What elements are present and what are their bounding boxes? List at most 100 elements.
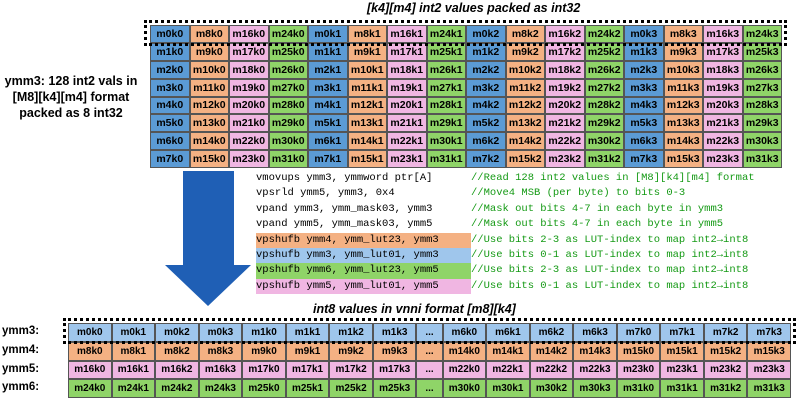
code-comment: //Mask out bits 4-7 in each byte in ymm3 — [471, 202, 724, 215]
grid-cell: m26k0 — [268, 60, 308, 79]
grid-cell: m17k1 — [285, 360, 330, 380]
side-label: ymm3: 128 int2 vals in [M8][k4][m4] form… — [0, 73, 142, 121]
grid-cell: m4k3 — [624, 96, 664, 115]
grid-cell: m11k2 — [505, 78, 545, 97]
grid-cell: m15k2 — [703, 341, 748, 361]
grid-cell: m13k2 — [505, 114, 545, 133]
grid-cell: m16k3 — [198, 360, 243, 380]
code-line: vpshufb ymm5, ymm_lut01, ymm5//Use bits … — [256, 278, 781, 295]
instruction: vmovups ymm3, ymmword ptr[A] — [256, 172, 433, 184]
grid-cell: m1k3 — [372, 323, 417, 342]
grid-cell: m8k0 — [68, 341, 112, 361]
grid-cell: m20k3 — [703, 96, 743, 115]
grid-cell: m23k2 — [545, 150, 585, 168]
grid-cell: m0k2 — [466, 25, 506, 43]
grid-cell: m14k1 — [347, 132, 387, 151]
down-arrow-shape — [165, 171, 251, 306]
grid-cell: m14k0 — [189, 132, 229, 151]
grid-cell: m15k3 — [747, 341, 791, 361]
grid-cell: m14k1 — [486, 341, 530, 361]
grid-cell: m15k1 — [660, 341, 704, 361]
grid-cell: m14k0 — [442, 341, 487, 361]
grid-cell: m9k2 — [329, 341, 373, 361]
grid-cell: m3k1 — [308, 78, 348, 97]
bottom-title: int8 values in vnni format [m8][k4] — [313, 302, 516, 316]
grid-cell: m12k0 — [189, 96, 229, 115]
code-comment: //Use bits 0-1 as LUT-index to map int2→… — [471, 279, 749, 292]
grid-cell: m2k2 — [466, 60, 506, 79]
grid-cell: m22k2 — [545, 132, 585, 151]
register-label: ymm4: — [2, 343, 40, 356]
grid-cell: m25k0 — [268, 42, 308, 61]
grid-cell: m10k0 — [189, 60, 229, 79]
grid-cell: m31k3 — [747, 379, 791, 398]
grid-cell: m14k2 — [505, 132, 545, 151]
grid-cell: m30k2 — [584, 132, 624, 151]
grid-cell: m16k1 — [111, 360, 156, 380]
grid-cell: m8k1 — [111, 341, 156, 361]
instruction: vpand ymm3, ymm_mask03, ymm3 — [256, 202, 433, 215]
instruction: vpand ymm5, ymm_mask03, ymm5 — [256, 218, 433, 231]
grid-cell: m9k1 — [285, 341, 330, 361]
grid-cell: m12k3 — [663, 96, 703, 115]
grid-cell: ... — [416, 360, 443, 380]
grid-cell: m24k0 — [268, 25, 308, 43]
grid-cell: m18k2 — [545, 60, 585, 79]
grid-cell: m8k2 — [155, 341, 199, 361]
grid-cell: m30k0 — [268, 132, 308, 151]
grid-cell: m31k2 — [584, 150, 624, 168]
grid-cell: m15k1 — [347, 150, 387, 168]
grid-cell: m19k1 — [387, 78, 427, 97]
grid-cell: m24k3 — [742, 25, 782, 43]
grid-cell: m6k3 — [624, 132, 664, 151]
code-line: vmovups ymm3, ymmword ptr[A] //Read 128 i… — [256, 171, 781, 186]
code-line: vpshufb ymm3, ymm_lut01, ymm3//Use bits … — [256, 247, 781, 264]
instruction: vpsrld ymm5, ymm3, 0x4 — [256, 187, 395, 200]
grid-cell: m6k2 — [529, 323, 574, 342]
grid-cell: m22k3 — [703, 132, 743, 151]
grid-cell: m23k0 — [229, 150, 269, 168]
instruction: vpshufb ymm5, ymm_lut01, ymm5 — [256, 278, 471, 295]
grid-cell: m24k2 — [155, 379, 199, 398]
grid-cell: m23k3 — [703, 150, 743, 168]
grid-cell: m26k2 — [584, 60, 624, 79]
grid-cell: m6k0 — [150, 132, 190, 151]
side-label-line: ymm3: 128 int2 vals in — [4, 74, 138, 88]
grid-cell: m22k3 — [573, 360, 617, 380]
grid-cell: m24k1 — [426, 25, 466, 43]
grid-cell: m22k0 — [229, 132, 269, 151]
grid-cell: m13k0 — [189, 114, 229, 133]
grid-cell: m7k0 — [150, 150, 190, 168]
grid-cell: m30k3 — [742, 132, 782, 151]
grid-cell: m31k1 — [660, 379, 704, 398]
grid-cell: m29k0 — [268, 114, 308, 133]
code-comment: //Read 128 int2 values in [M8][k4][m4] f… — [471, 172, 755, 184]
grid-cell: m21k2 — [545, 114, 585, 133]
grid-cell: ... — [416, 341, 443, 361]
side-label-line: packed as 8 int32 — [19, 106, 123, 120]
grid-cell: m16k0 — [229, 25, 269, 43]
grid-cell: m11k3 — [663, 78, 703, 97]
grid-cell: m30k3 — [573, 379, 617, 398]
grid-cell: m27k0 — [268, 78, 308, 97]
grid-cell: m15k0 — [189, 150, 229, 168]
grid-cell: ... — [416, 379, 443, 398]
grid-cell: m6k2 — [466, 132, 506, 151]
code-comment: //Use bits 2-3 as LUT-index to map int2→… — [471, 264, 749, 277]
grid-cell: m17k3 — [372, 360, 417, 380]
grid-cell: m31k0 — [268, 150, 308, 168]
grid-cell: m28k2 — [584, 96, 624, 115]
grid-cell: m4k1 — [308, 96, 348, 115]
grid-cell: m5k2 — [466, 114, 506, 133]
grid-cell: m24k3 — [198, 379, 243, 398]
instruction: vpshufb ymm3, ymm_lut01, ymm3 — [256, 247, 471, 264]
grid-cell: m10k1 — [347, 60, 387, 79]
grid-cell: m23k1 — [387, 150, 427, 168]
instruction: vpshufb ymm6, ymm_lut23, ymm5 — [256, 263, 471, 279]
code-line: vpand ymm5, ymm_mask03, ymm5 //Mask out b… — [256, 217, 781, 232]
grid-cell: m18k3 — [703, 60, 743, 79]
code-comment: //Use bits 0-1 as LUT-index to map int2→… — [471, 248, 749, 261]
grid-cell: m8k3 — [198, 341, 243, 361]
grid-cell: m19k2 — [545, 78, 585, 97]
